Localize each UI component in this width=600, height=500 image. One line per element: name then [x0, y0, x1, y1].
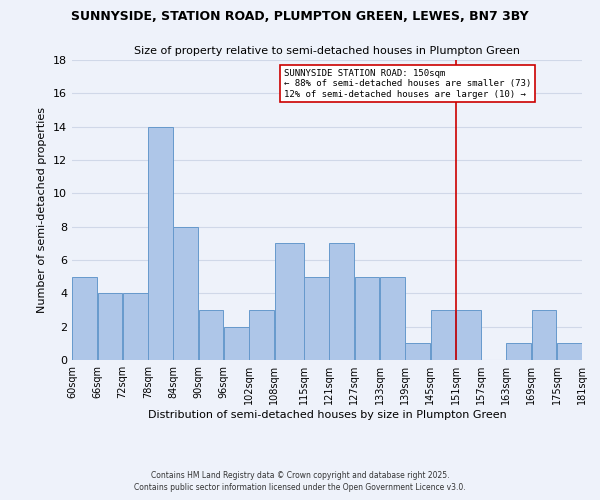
Bar [224, 326, 249, 360]
Bar [173, 226, 198, 360]
Title: Size of property relative to semi-detached houses in Plumpton Green: Size of property relative to semi-detach… [134, 46, 520, 56]
Bar [405, 344, 430, 360]
Bar [355, 276, 379, 360]
Text: Contains HM Land Registry data © Crown copyright and database right 2025.
Contai: Contains HM Land Registry data © Crown c… [134, 471, 466, 492]
X-axis label: Distribution of semi-detached houses by size in Plumpton Green: Distribution of semi-detached houses by … [148, 410, 506, 420]
Bar [98, 294, 122, 360]
Bar [380, 276, 405, 360]
Text: SUNNYSIDE, STATION ROAD, PLUMPTON GREEN, LEWES, BN7 3BY: SUNNYSIDE, STATION ROAD, PLUMPTON GREEN,… [71, 10, 529, 23]
Bar [329, 244, 354, 360]
Bar [72, 276, 97, 360]
Bar [148, 126, 173, 360]
Bar [456, 310, 481, 360]
Bar [431, 310, 455, 360]
Text: SUNNYSIDE STATION ROAD: 150sqm
← 88% of semi-detached houses are smaller (73)
12: SUNNYSIDE STATION ROAD: 150sqm ← 88% of … [284, 69, 531, 99]
Bar [123, 294, 148, 360]
Bar [506, 344, 531, 360]
Y-axis label: Number of semi-detached properties: Number of semi-detached properties [37, 107, 47, 313]
Bar [249, 310, 274, 360]
Bar [199, 310, 223, 360]
Bar [275, 244, 304, 360]
Bar [304, 276, 329, 360]
Bar [557, 344, 582, 360]
Bar [532, 310, 556, 360]
